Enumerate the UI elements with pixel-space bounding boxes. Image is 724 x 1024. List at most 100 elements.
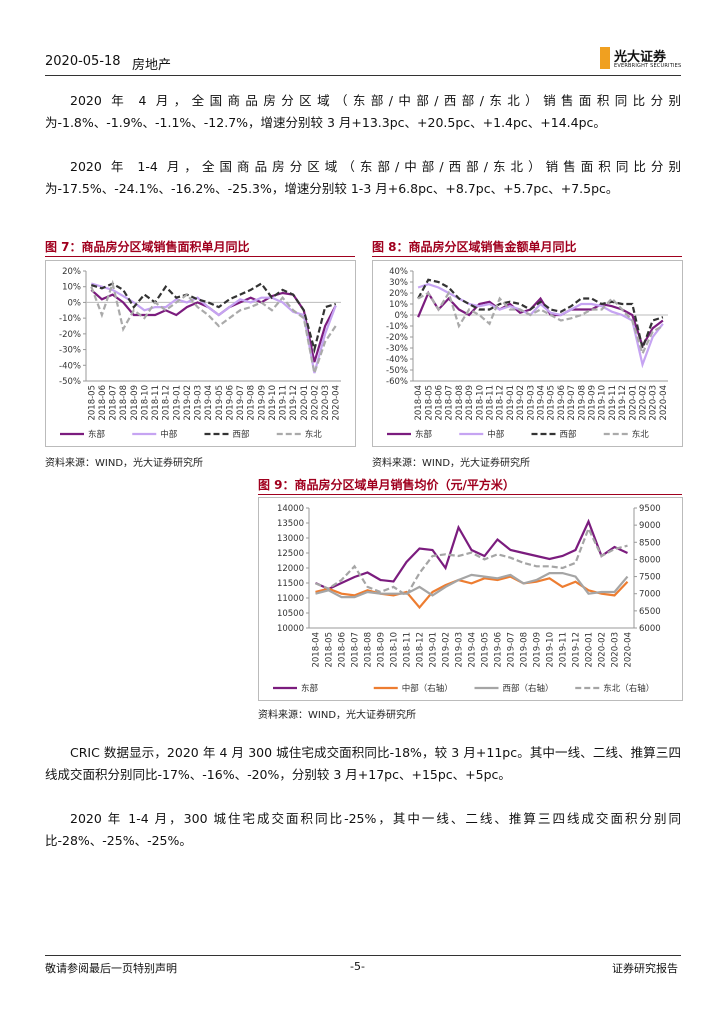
chart-title: 图 8：商品房分区域销售金额单月同比: [372, 240, 577, 254]
logo-text: 光大证券: [614, 50, 667, 65]
chart: -60%-50%-40%-30%-20%-10%0%10%20%30%40% 20…: [386, 267, 669, 440]
logo-icon: [600, 47, 610, 69]
x-tick-label: 2019-09: [533, 632, 543, 668]
x-tick-label: 2019-11: [608, 385, 618, 421]
x-tick-label: 2018-05: [424, 385, 434, 421]
y2-tick-label: 8000: [639, 555, 661, 565]
x-tick-label: 2018-06: [435, 385, 445, 421]
x-tick-label: 2019-05: [547, 385, 557, 421]
x-tick-label: 2019-05: [481, 632, 491, 668]
x-tick-label: 2019-01: [429, 632, 439, 668]
x-tick-label: 2020-02: [310, 385, 320, 421]
y-tick-label: 13000: [277, 534, 304, 544]
y2-tick-label: 7500: [639, 573, 661, 583]
x-tick-label: 2019-07: [236, 385, 246, 421]
paragraph: 2020 年 1-4 月，全国商品房分区域（东部/中部/西部/东北）销售面积同比…: [45, 159, 681, 196]
series-line: [90, 279, 337, 378]
y-tick-label: -40%: [59, 361, 81, 371]
x-tick-label: 2018-09: [377, 632, 387, 668]
x-tick-label: 2019-06: [494, 632, 504, 668]
x-tick-label: 2018-12: [416, 632, 426, 668]
logo-en: EVERBRIGHT SECURITIES: [614, 63, 682, 69]
x-tick-label: 2020-03: [649, 385, 659, 421]
x-tick-label: 2020-02: [639, 385, 649, 421]
x-tick-label: 2018-09: [465, 385, 475, 421]
paragraph: 2020 年 1-4 月，300 城住宅成交面积同比-25%，其中一线、二线、推…: [45, 811, 681, 848]
x-tick-label: 2019-09: [257, 385, 267, 421]
paragraph: CRIC 数据显示，2020 年 4 月 300 城住宅成交面积同比-18%，较…: [45, 745, 681, 782]
chart-title: 图 9：商品房分区域单月销售均价（元/平方米）: [258, 478, 515, 492]
x-tick-label: 2019-06: [225, 385, 235, 421]
x-tick-label: 2019-04: [468, 632, 478, 668]
x-tick-label: 2019-11: [279, 385, 289, 421]
y-tick-label: 20%: [389, 289, 408, 299]
series-line: [315, 518, 628, 591]
x-tick-label: 2020-03: [611, 632, 621, 668]
y-tick-label: 20%: [62, 267, 81, 277]
x-tick-label: 2018-11: [403, 632, 413, 668]
y-tick-label: -10%: [59, 314, 81, 324]
x-tick-label: 2020-04: [659, 385, 669, 421]
y-tick-label: 40%: [389, 267, 408, 277]
y-tick-label: -30%: [59, 346, 81, 356]
x-tick-label: 2018-12: [162, 385, 172, 421]
x-tick-label: 2019-03: [194, 385, 204, 421]
x-tick-label: 2019-02: [516, 385, 526, 421]
y2-tick-label: 7000: [639, 590, 661, 600]
paragraph: 2020 年 4 月，全国商品房分区域（东部/中部/西部/东北）销售面积同比分别…: [45, 93, 681, 130]
y2-tick-label: 9500: [639, 504, 661, 514]
series-line: [417, 283, 664, 369]
source: 资料来源：WIND，光大证券研究所: [258, 710, 417, 721]
y-tick-label: 0%: [395, 311, 409, 321]
x-tick-label: 2019-12: [572, 632, 582, 668]
legend-label: 东北（右轴）: [603, 683, 654, 694]
y-tick-label: -30%: [386, 344, 408, 354]
x-tick-label: 2020-03: [321, 385, 331, 421]
y-tick-label: 10%: [389, 300, 408, 310]
x-tick-label: 2018-07: [109, 385, 119, 421]
y2-tick-label: 6500: [639, 607, 661, 617]
y-tick-label: -10%: [386, 322, 408, 332]
x-tick-label: 2020-01: [300, 385, 310, 421]
x-tick-label: 2020-04: [624, 632, 634, 668]
x-tick-label: 2019-05: [215, 385, 225, 421]
series-line: [90, 282, 337, 374]
chart: -50%-40%-30%-20%-10%0%10%20%2018-05 2018-…: [59, 267, 342, 440]
x-tick-label: 2018-07: [445, 385, 455, 421]
legend-label: 东部: [301, 683, 319, 694]
x-tick-label: 2018-04: [414, 385, 424, 421]
x-tick-label: 2019-04: [537, 385, 547, 421]
legend-label: 东部: [415, 429, 433, 440]
x-tick-label: 2018-08: [455, 385, 465, 421]
y-tick-label: -50%: [386, 366, 408, 376]
x-tick-label: 2019-07: [567, 385, 577, 421]
chart-frame: -50% -40% -30% -20% -10% 0% 10% 20% 2018-05 2018-…: [45, 260, 356, 447]
chart: 10000 10500 11000 11500 12000 12500 13000 13500…: [273, 504, 661, 694]
x-tick-label: 2019-01: [506, 385, 516, 421]
y-tick-label: 10000: [277, 624, 304, 634]
x-tick-label: 2019-11: [559, 632, 569, 668]
x-tick-label: 2020-04: [332, 385, 342, 421]
y-tick-label: 10%: [62, 283, 81, 293]
series-line: [315, 575, 629, 610]
x-tick-label: 2019-10: [268, 385, 278, 421]
y-tick-label: 12500: [277, 549, 304, 559]
y-tick-label: 10500: [277, 609, 304, 619]
series-line: [315, 525, 628, 597]
x-tick-label: 2019-01: [172, 385, 182, 421]
x-tick-label: 2018-10: [390, 632, 400, 668]
x-tick-label: 2018-10: [475, 385, 485, 421]
x-tick-label: 2018-05: [87, 385, 97, 421]
y-tick-label: -20%: [59, 330, 81, 340]
x-tick-label: 2018-11: [151, 385, 161, 421]
title-rule: [258, 494, 682, 495]
y-tick-label: -60%: [386, 377, 408, 387]
x-tick-label: 2019-12: [289, 385, 299, 421]
footer-note: 敬请参阅最后一页特别声明: [45, 962, 177, 975]
chart-frame: 10000 10500 11000 11500 12000 12500 13000 13500…: [258, 497, 683, 701]
y-tick-label: 14000: [277, 504, 304, 514]
legend-label: 中部（右轴）: [402, 683, 453, 694]
legend-label: 中部: [487, 429, 505, 440]
x-tick-label: 2018-08: [364, 632, 374, 668]
